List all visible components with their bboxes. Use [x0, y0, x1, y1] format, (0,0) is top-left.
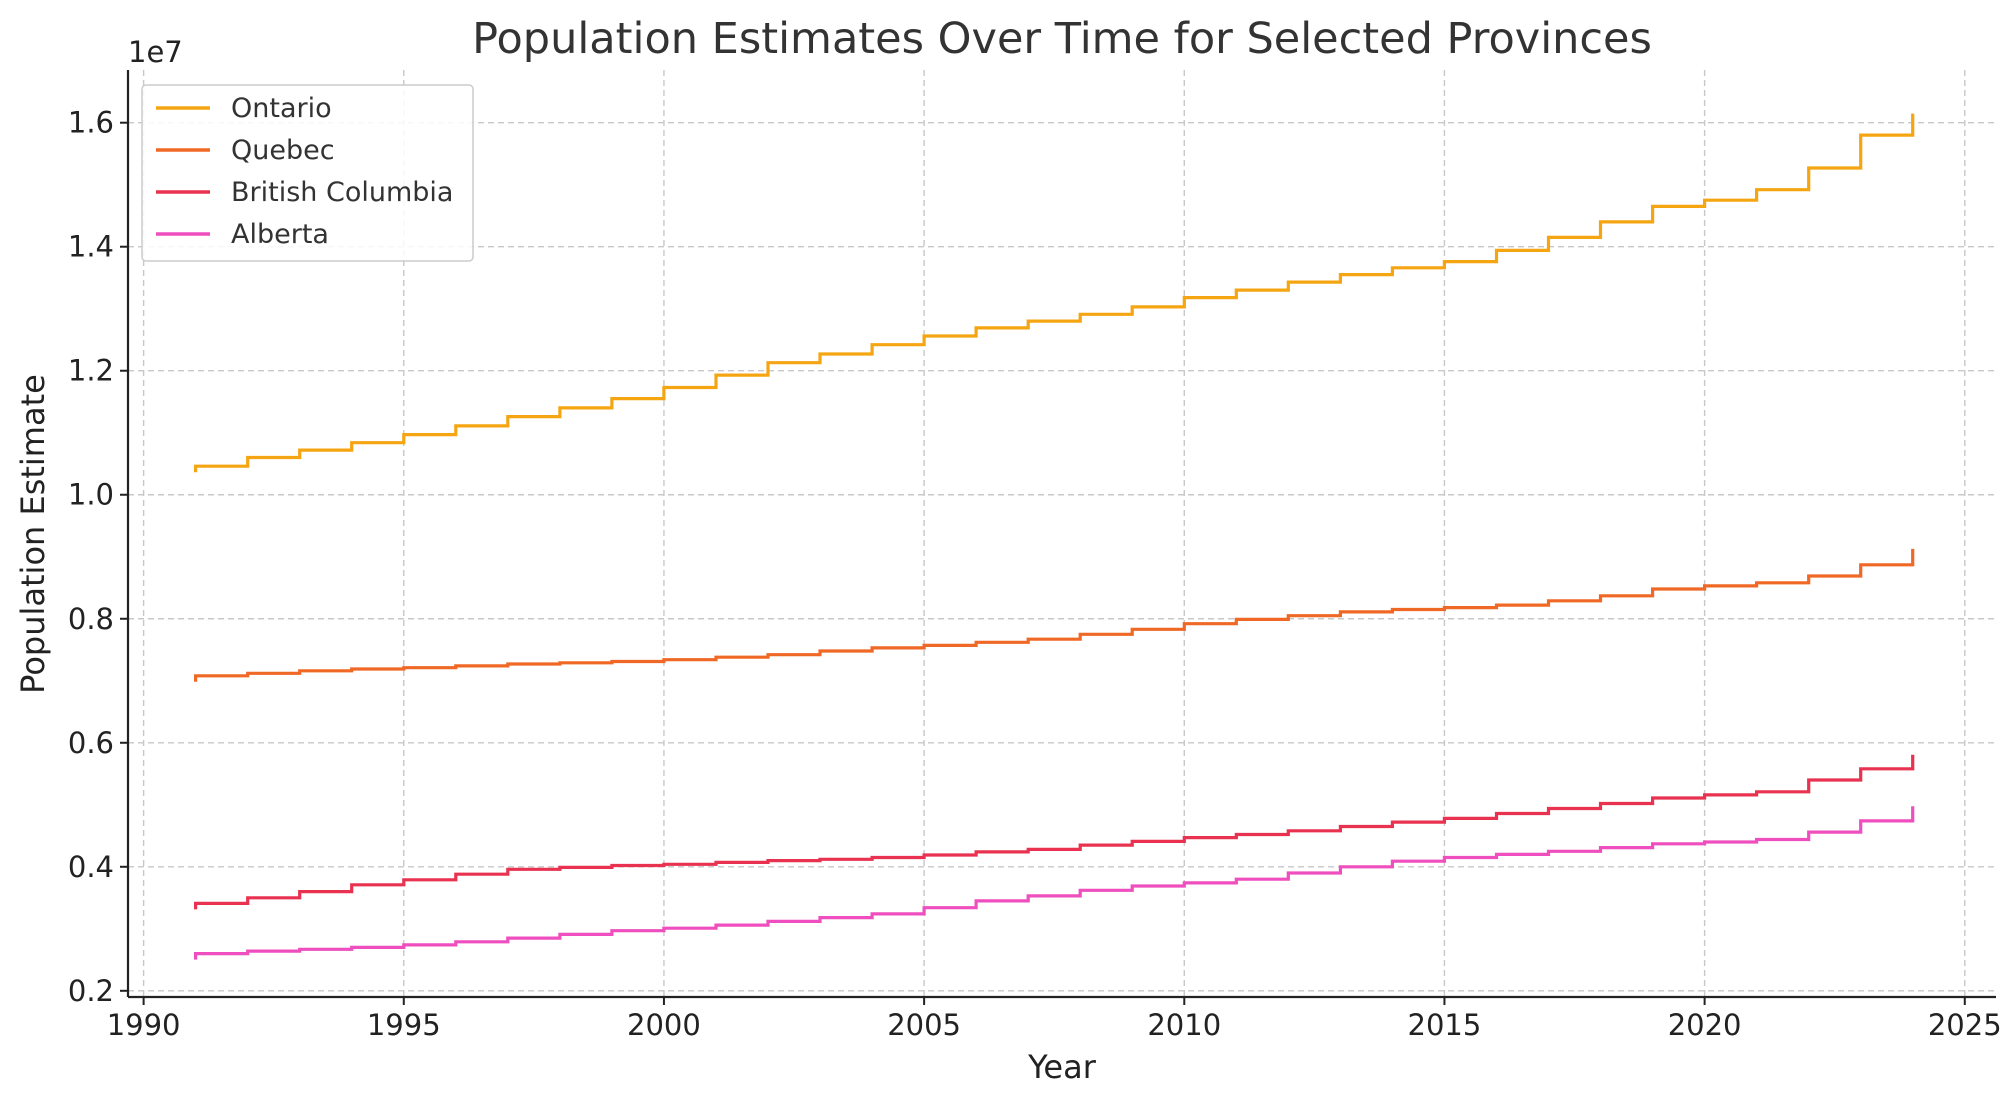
x-axis-label: Year [1027, 1048, 1097, 1086]
x-tick-label: 1995 [367, 1008, 441, 1042]
x-tick-label: 2005 [887, 1008, 961, 1042]
series-line-ontario [194, 113, 1915, 473]
y-tick-label: 0.8 [68, 602, 114, 636]
y-tick-label: 1.4 [68, 230, 114, 264]
y-tick-label: 1.0 [68, 478, 114, 512]
x-tick-label: 2000 [627, 1008, 701, 1042]
series-line-alberta [194, 806, 1915, 960]
x-tick-label: 2010 [1147, 1008, 1221, 1042]
legend-label-quebec: Quebec [231, 135, 335, 166]
y-axis-offset-label: 1e7 [128, 35, 183, 69]
legend: Ontario Quebec British Columbia Alberta [141, 84, 474, 262]
y-tick-label: 1.2 [68, 354, 114, 388]
y-tick-label: 0.2 [68, 974, 114, 1008]
legend-frame [141, 84, 474, 262]
legend-label-ontario: Ontario [231, 93, 332, 124]
legend-label-british-columbia: British Columbia [231, 177, 453, 208]
x-tick-label: 2025 [1928, 1008, 2002, 1042]
x-tick-label: 2015 [1408, 1008, 1482, 1042]
y-tick-label: 0.6 [68, 726, 114, 760]
x-tick-label: 2020 [1668, 1008, 1742, 1042]
chart-title: Population Estimates Over Time for Selec… [472, 14, 1652, 64]
y-tick-label: 1.6 [68, 106, 114, 140]
legend-label-alberta: Alberta [231, 219, 329, 250]
y-axis-label: Population Estimate [14, 374, 52, 694]
series-line-british-columbia [194, 754, 1915, 910]
x-tick-label: 1990 [107, 1008, 181, 1042]
ticks: 1990 1995 2000 2005 2010 2015 2020 2025 0.2 0.4 0.… [68, 106, 2002, 1042]
axes [126, 70, 1996, 999]
y-tick-label: 0.4 [68, 850, 114, 884]
series-layer [194, 113, 1915, 960]
series-line-quebec [194, 548, 1915, 682]
